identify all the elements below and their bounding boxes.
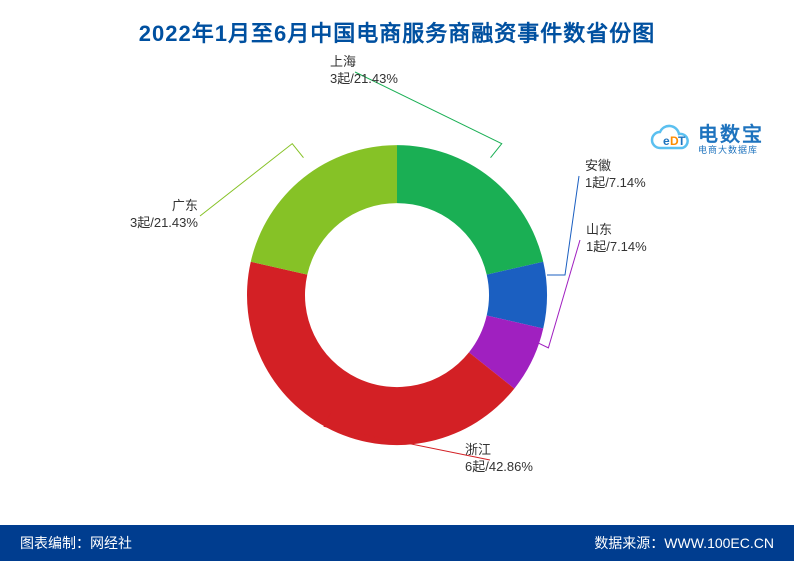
slice-value: 1起/7.14% xyxy=(585,175,646,192)
footer-right: 数据来源：WWW.100EC.CN xyxy=(594,533,774,553)
logo: e D T 电数宝 电商大数据库 xyxy=(648,124,764,156)
chart-title: 2022年1月至6月中国电商服务商融资事件数省份图 xyxy=(0,16,794,48)
slice-name: 上海 xyxy=(330,54,398,71)
slice-label-安徽: 安徽1起/7.14% xyxy=(585,158,646,192)
logo-cloud-icon: e D T xyxy=(648,124,692,156)
slice-label-广东: 广东3起/21.43% xyxy=(130,198,198,232)
slice-name: 浙江 xyxy=(465,442,533,459)
slice-label-上海: 上海3起/21.43% xyxy=(330,54,398,88)
slice-value: 6起/42.86% xyxy=(465,459,533,476)
slice-广东 xyxy=(251,145,397,275)
footer-bar: 图表编制：网经社 数据来源：WWW.100EC.CN xyxy=(0,525,794,561)
logo-brand: 电数宝 xyxy=(698,124,764,146)
leader-line xyxy=(547,176,579,275)
slice-name: 广东 xyxy=(130,198,198,215)
slice-label-山东: 山东1起/7.14% xyxy=(586,222,647,256)
donut-chart xyxy=(245,143,549,447)
slice-value: 3起/21.43% xyxy=(130,215,198,232)
logo-text: 电数宝 电商大数据库 xyxy=(698,124,764,156)
slice-name: 山东 xyxy=(586,222,647,239)
slice-上海 xyxy=(397,145,543,275)
svg-text:e: e xyxy=(663,134,670,148)
logo-subtitle: 电商大数据库 xyxy=(698,146,764,156)
slice-label-浙江: 浙江6起/42.86% xyxy=(465,442,533,476)
svg-text:T: T xyxy=(678,134,686,148)
slice-value: 1起/7.14% xyxy=(586,239,647,256)
slice-value: 3起/21.43% xyxy=(330,71,398,88)
chart-area: 上海3起/21.43%安徽1起/7.14%山东1起/7.14%浙江6起/42.8… xyxy=(0,64,794,514)
footer-left: 图表编制：网经社 xyxy=(20,533,132,553)
slice-name: 安徽 xyxy=(585,158,646,175)
